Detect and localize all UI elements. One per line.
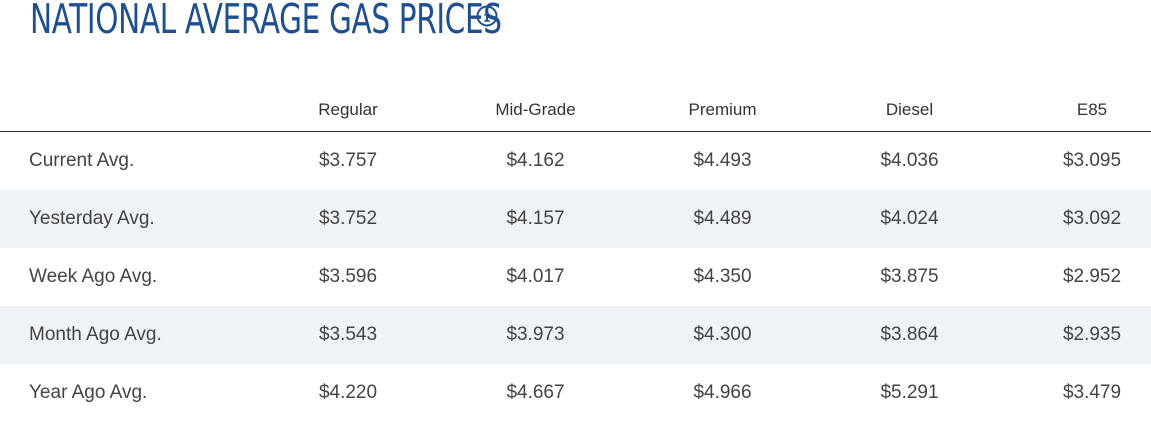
price-cell-regular: $3.752	[254, 190, 442, 248]
header-row: Regular Mid-Grade Premium Diesel E85	[0, 88, 1151, 132]
price-cell-e85: $3.095	[1062, 150, 1122, 171]
price-cell-mid-grade: $4.667	[506, 382, 565, 403]
price-cell-diesel: $5.291	[880, 382, 939, 403]
price-cell-e85: $2.952	[1062, 266, 1122, 287]
price-cell-mid-grade: $4.157	[442, 190, 629, 248]
price-cell-premium: $4.300	[629, 306, 816, 364]
price-cell-diesel: $3.864	[816, 306, 1003, 364]
row-label: Current Avg.	[29, 150, 135, 171]
price-cell-diesel: $4.036	[880, 150, 939, 171]
title-bar: NATIONAL AVERAGE GAS PRICES	[30, 0, 690, 44]
info-circle-icon	[476, 5, 498, 27]
price-cell-premium: $4.350	[693, 266, 752, 287]
row-label: Year Ago Avg.	[29, 382, 148, 403]
row-label: Yesterday Avg.	[0, 190, 254, 248]
price-cell-diesel: $3.875	[880, 266, 939, 287]
price-cell-regular: $3.596	[318, 266, 378, 287]
gas-prices-table: Regular Mid-Grade Premium Diesel E85 Cur…	[0, 88, 1151, 422]
price-cell-regular: $3.757	[318, 150, 378, 171]
price-cell-diesel: $4.024	[816, 190, 1003, 248]
table-row: Year Ago Avg. $4.220 $4.667 $4.966 $5.29…	[0, 364, 1151, 422]
header-blank	[0, 88, 254, 132]
header-diesel: Diesel	[816, 88, 1003, 132]
header-e85: E85	[1003, 88, 1151, 132]
row-label: Month Ago Avg.	[0, 306, 254, 364]
price-cell-premium: $4.489	[629, 190, 816, 248]
header-mid-grade: Mid-Grade	[442, 88, 629, 132]
table-body: Current Avg. $3.757 $4.162 $4.493 $4.036…	[0, 132, 1151, 423]
table-row: Week Ago Avg. $3.596 $4.017 $4.350 $3.87…	[0, 248, 1151, 306]
price-cell-premium: $4.966	[693, 382, 752, 403]
row-label: Week Ago Avg.	[29, 266, 158, 287]
price-cell-e85: $2.935	[1003, 306, 1151, 364]
table-row: Current Avg. $3.757 $4.162 $4.493 $4.036…	[0, 132, 1151, 191]
price-cell-mid-grade: $3.973	[442, 306, 629, 364]
price-cell-mid-grade: $4.162	[506, 150, 565, 171]
price-cell-e85: $3.092	[1003, 190, 1151, 248]
price-cell-regular: $4.220	[318, 382, 378, 403]
info-icon[interactable]	[476, 5, 498, 27]
price-cell-regular: $3.543	[254, 306, 442, 364]
table-row: Month Ago Avg. $3.543 $3.973 $4.300 $3.8…	[0, 306, 1151, 364]
price-cell-mid-grade: $4.017	[506, 266, 565, 287]
price-cell-premium: $4.493	[693, 150, 752, 171]
table-header: Regular Mid-Grade Premium Diesel E85	[0, 88, 1151, 132]
table-row: Yesterday Avg. $3.752 $4.157 $4.489 $4.0…	[0, 190, 1151, 248]
header-premium: Premium	[629, 88, 816, 132]
header-regular: Regular	[254, 88, 442, 132]
page-title: NATIONAL AVERAGE GAS PRICES	[30, 0, 502, 43]
price-cell-e85: $3.479	[1062, 382, 1122, 403]
